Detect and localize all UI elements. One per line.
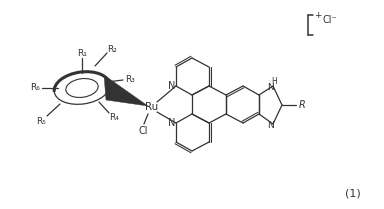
Text: R₃: R₃ <box>125 74 135 84</box>
Text: N: N <box>168 118 176 128</box>
Text: R₅: R₅ <box>36 116 46 125</box>
Text: +: + <box>314 11 322 20</box>
Text: N: N <box>266 83 273 92</box>
Text: Cl: Cl <box>138 126 148 136</box>
Text: N: N <box>168 81 176 91</box>
Text: R: R <box>299 100 305 110</box>
Text: R₆: R₆ <box>30 84 40 93</box>
Text: (1): (1) <box>345 188 361 198</box>
Text: Ru: Ru <box>146 102 159 112</box>
Text: R₄: R₄ <box>109 113 119 122</box>
Text: R₁: R₁ <box>77 48 87 57</box>
Text: N: N <box>266 121 273 130</box>
Text: Cl⁻: Cl⁻ <box>323 15 337 25</box>
Text: R₂: R₂ <box>107 45 117 54</box>
Polygon shape <box>104 75 148 106</box>
Text: H: H <box>271 76 277 85</box>
